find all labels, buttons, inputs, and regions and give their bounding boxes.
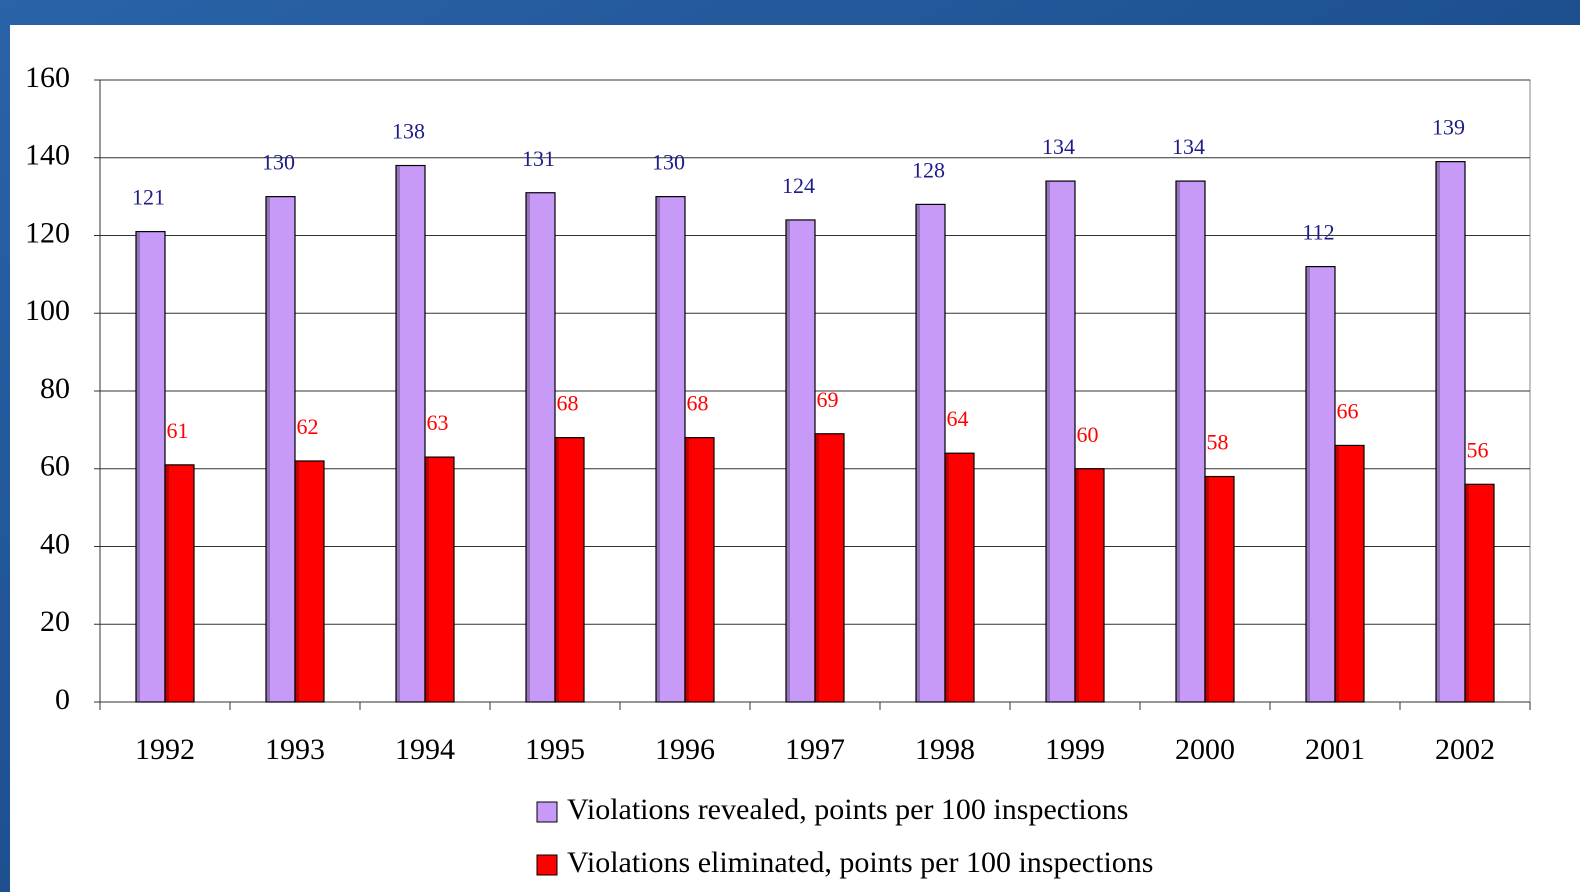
x-tick-label: 1997 xyxy=(785,733,845,766)
bar-shade xyxy=(555,438,559,701)
bar-shade xyxy=(685,438,689,701)
data-label: 56 xyxy=(1467,437,1489,462)
data-label: 66 xyxy=(1337,398,1359,423)
bar-shade xyxy=(1046,182,1050,701)
x-tick-label: 2001 xyxy=(1305,733,1365,766)
bar xyxy=(1334,444,1365,703)
y-tick-label: 120 xyxy=(25,216,70,249)
data-label: 60 xyxy=(1077,422,1099,447)
legend-label: Violations eliminated, points per 100 in… xyxy=(567,846,1153,879)
bar xyxy=(684,437,715,703)
bar-shade xyxy=(1335,446,1339,701)
bar xyxy=(1435,161,1466,703)
bar xyxy=(164,464,195,703)
bar xyxy=(525,192,556,703)
bar-shade xyxy=(1436,162,1440,701)
y-tick-label: 160 xyxy=(25,61,70,94)
data-label: 68 xyxy=(687,391,709,416)
bar xyxy=(424,456,455,703)
bar-shade xyxy=(1176,182,1180,701)
bar xyxy=(265,196,296,703)
y-tick-label: 100 xyxy=(25,294,70,327)
bar xyxy=(1175,180,1206,703)
data-label: 124 xyxy=(782,173,815,198)
bar-shade xyxy=(295,461,299,701)
data-label: 134 xyxy=(1042,134,1075,159)
y-tick-label: 0 xyxy=(55,683,70,716)
x-tick-label: 1994 xyxy=(395,733,455,766)
bar xyxy=(554,437,585,703)
bar xyxy=(1305,266,1336,703)
bar xyxy=(785,219,816,703)
bar-shade xyxy=(815,434,819,701)
y-tick-label: 140 xyxy=(25,139,70,172)
bar-shade xyxy=(1075,469,1079,701)
x-tick-label: 1993 xyxy=(265,733,325,766)
data-label: 68 xyxy=(557,391,579,416)
bar-shade xyxy=(165,465,169,701)
legend-swatch xyxy=(536,854,558,876)
bar-shade xyxy=(1465,485,1469,701)
data-label: 61 xyxy=(167,418,189,443)
bar xyxy=(135,231,166,703)
data-label: 134 xyxy=(1172,134,1205,159)
bar-shade xyxy=(945,454,949,701)
data-label: 64 xyxy=(947,406,969,431)
bar xyxy=(1074,468,1105,703)
bar xyxy=(395,164,426,703)
bar-shade xyxy=(396,166,400,701)
x-tick-label: 1992 xyxy=(135,733,195,766)
bar-shade xyxy=(1205,477,1209,701)
bar xyxy=(655,196,686,703)
bar-shade xyxy=(786,220,790,701)
data-label: 121 xyxy=(132,185,165,210)
bar xyxy=(1464,483,1495,703)
x-tick-label: 1996 xyxy=(655,733,715,766)
bar xyxy=(944,452,975,703)
x-tick-label: 2000 xyxy=(1175,733,1235,766)
bar xyxy=(294,460,325,703)
bar-shade xyxy=(656,197,660,701)
bar-shade xyxy=(266,197,270,701)
x-tick-label: 1995 xyxy=(525,733,585,766)
bar-shade xyxy=(1306,267,1310,701)
data-label: 58 xyxy=(1207,430,1229,455)
y-tick-label: 40 xyxy=(40,527,70,560)
x-tick-label: 1999 xyxy=(1045,733,1105,766)
y-tick-label: 20 xyxy=(40,605,70,638)
y-tick-label: 80 xyxy=(40,372,70,405)
data-label: 131 xyxy=(522,146,555,171)
bar-shade xyxy=(526,193,530,702)
bar-shade xyxy=(916,205,920,701)
data-label: 130 xyxy=(652,150,685,175)
bar xyxy=(1204,475,1235,703)
data-label: 69 xyxy=(817,387,839,412)
x-tick-label: 2002 xyxy=(1435,733,1495,766)
data-label: 112 xyxy=(1302,220,1334,245)
data-label: 139 xyxy=(1432,115,1465,140)
data-label: 130 xyxy=(262,150,295,175)
y-tick-label: 60 xyxy=(40,450,70,483)
data-label: 128 xyxy=(912,157,945,182)
bar xyxy=(814,433,845,703)
legend-label: Violations revealed, points per 100 insp… xyxy=(567,793,1128,826)
bar xyxy=(915,203,946,703)
legend-swatch xyxy=(536,801,558,823)
bar xyxy=(1045,180,1076,703)
data-label: 63 xyxy=(427,410,449,435)
bar-shade xyxy=(425,458,429,701)
bar-shade xyxy=(136,232,140,702)
data-label: 62 xyxy=(297,414,319,439)
x-tick-label: 1998 xyxy=(915,733,975,766)
data-label: 138 xyxy=(392,119,425,144)
